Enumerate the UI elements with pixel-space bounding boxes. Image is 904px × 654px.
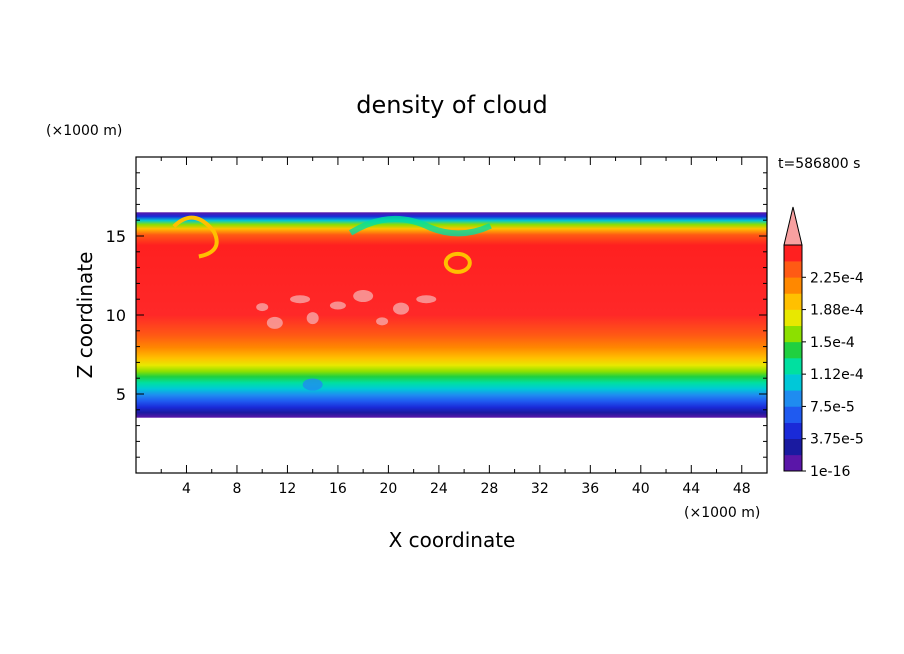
colorbar-label: 1.5e-4 bbox=[810, 335, 855, 351]
x-tick-label: 40 bbox=[632, 481, 650, 497]
peak-density-patch bbox=[376, 317, 389, 326]
x-tick-label: 28 bbox=[480, 481, 498, 497]
peak-density-patch bbox=[266, 316, 283, 329]
eddy bbox=[172, 215, 219, 259]
colorbar-band bbox=[784, 325, 802, 343]
cloud-density-field bbox=[136, 212, 767, 418]
colorbar-band bbox=[784, 358, 802, 375]
colorbar-band bbox=[784, 341, 802, 359]
eddy bbox=[302, 378, 323, 391]
colorbar-frame bbox=[783, 244, 803, 472]
x-tick-label: 44 bbox=[682, 481, 700, 497]
peak-density-patch bbox=[416, 295, 437, 304]
colorbar-band bbox=[784, 374, 802, 391]
x-tick-label: 36 bbox=[581, 481, 599, 497]
colorbar-band bbox=[784, 277, 802, 294]
y-tick-label: 5 bbox=[116, 385, 126, 404]
peak-density-patch bbox=[306, 312, 319, 325]
x-unit-label: (×1000 m) bbox=[684, 505, 760, 521]
colorbar-band bbox=[784, 390, 802, 407]
colorbar-label: 1.88e-4 bbox=[810, 303, 864, 319]
peak-density-patch bbox=[290, 295, 311, 304]
x-tick-label: 24 bbox=[430, 481, 448, 497]
colorbar-label: 1e-16 bbox=[810, 464, 850, 480]
y-tick-label: 10 bbox=[106, 306, 126, 325]
colorbar-band bbox=[784, 438, 802, 456]
chart-title: density of cloud bbox=[356, 91, 547, 119]
peak-density-patch bbox=[329, 301, 346, 310]
colorbar-band bbox=[784, 261, 802, 278]
x-tick-label: 8 bbox=[232, 481, 241, 497]
y-axis-label: Z coordinate bbox=[73, 252, 97, 379]
peak-density-patch bbox=[353, 290, 374, 303]
colorbar-band bbox=[784, 293, 802, 310]
colorbar-label: 7.5e-5 bbox=[810, 399, 855, 415]
z-unit-label: (×1000 m) bbox=[46, 123, 122, 139]
x-axis-ticks: 4 8 12 16 20 24 28 32 36 40 44 48 bbox=[160, 157, 751, 497]
peak-density-patch bbox=[256, 303, 269, 312]
x-tick-label: 4 bbox=[182, 481, 191, 497]
x-tick-label: 16 bbox=[329, 481, 347, 497]
y-tick-label: 15 bbox=[106, 227, 126, 246]
colorbar-extend-arrow bbox=[783, 206, 803, 246]
time-label: t=586800 s bbox=[778, 156, 860, 172]
colorbar-band bbox=[784, 406, 802, 423]
y-axis-ticks: 5 10 15 bbox=[106, 172, 767, 458]
colorbar-label: 1.12e-4 bbox=[810, 367, 864, 383]
x-tick-label: 20 bbox=[379, 481, 397, 497]
cloud-layer bbox=[136, 212, 767, 418]
peak-density-patch bbox=[393, 302, 410, 315]
colorbar-band bbox=[784, 422, 802, 440]
eddy bbox=[443, 251, 472, 274]
colorbar: 1e-16 3.75e-5 7.5e-5 1.12e-4 1.5e-4 1.88e-4 2.… bbox=[783, 206, 864, 480]
x-tick-label: 32 bbox=[531, 481, 549, 497]
colorbar-band bbox=[784, 454, 802, 472]
colorbar-label: 3.75e-5 bbox=[810, 432, 864, 448]
colorbar-band bbox=[784, 309, 802, 327]
x-axis-label: X coordinate bbox=[389, 528, 516, 552]
x-tick-label: 12 bbox=[279, 481, 297, 497]
eddy bbox=[348, 216, 492, 237]
x-tick-label: 48 bbox=[733, 481, 751, 497]
colorbar-label: 2.25e-4 bbox=[810, 270, 864, 286]
colorbar-band bbox=[784, 245, 802, 262]
